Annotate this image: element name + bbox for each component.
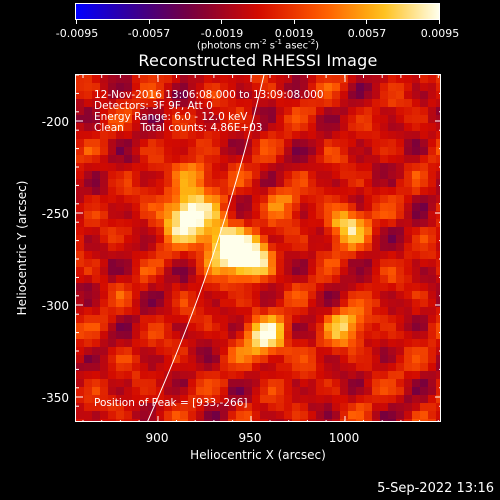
- x-axis-title: Heliocentric X (arcsec): [190, 448, 326, 462]
- colorbar-tick: [293, 19, 295, 24]
- y-axis-title: Heliocentric Y (arcsec): [15, 180, 29, 316]
- colorbar-tick: [148, 19, 150, 24]
- peak-position-text: Position of Peak = [933,-266]: [94, 397, 248, 409]
- x-tick-label: 950: [238, 431, 262, 445]
- y-tick-label: -350: [41, 391, 69, 405]
- colorbar-tick-label: 0.0095: [420, 27, 460, 40]
- colorbar-tick: [76, 19, 77, 24]
- y-tick-label: -300: [41, 299, 69, 313]
- energy-range-text: Energy Range: 6.0 - 12.0 keV: [94, 111, 248, 123]
- clean-counts-text: Clean Total counts: 4.86E+03: [94, 122, 263, 134]
- colorbar-tick: [366, 19, 368, 24]
- colorbar-tick-label: 0.0019: [274, 27, 314, 40]
- detectors-text: Detectors: 3F 9F, Att 0: [94, 100, 213, 112]
- plot-title: Reconstructed RHESSI Image: [138, 51, 378, 70]
- colorbar: [75, 3, 440, 24]
- colorbar-tick-label: -0.0095: [55, 27, 99, 40]
- heatmap-cells: [76, 75, 440, 421]
- colorbar-tick: [439, 19, 440, 24]
- rhessi-image: [76, 75, 440, 421]
- colorbar-tick: [221, 19, 223, 24]
- time-range-text: 12-Nov-2016 13:06:08.000 to 13:09:08.000: [94, 89, 324, 101]
- solar-limb-line: [147, 75, 265, 421]
- colorbar-units: (photons cm-2 s-1 asec-2): [196, 38, 320, 52]
- y-tick-label: -250: [41, 207, 69, 221]
- image-plot: 12-Nov-2016 13:06:08.000 to 13:09:08.000…: [75, 74, 441, 422]
- colorbar-tick-label: -0.0019: [200, 27, 244, 40]
- y-tick-label: -200: [41, 115, 69, 129]
- colorbar-tick-label: -0.0057: [127, 27, 171, 40]
- axis-ticks: [76, 75, 440, 421]
- datestamp: 5-Sep-2022 13:16: [377, 481, 494, 496]
- x-tick-label: 1000: [328, 431, 360, 445]
- colorbar-tick-label: 0.0057: [347, 27, 387, 40]
- x-tick-label: 900: [145, 431, 169, 445]
